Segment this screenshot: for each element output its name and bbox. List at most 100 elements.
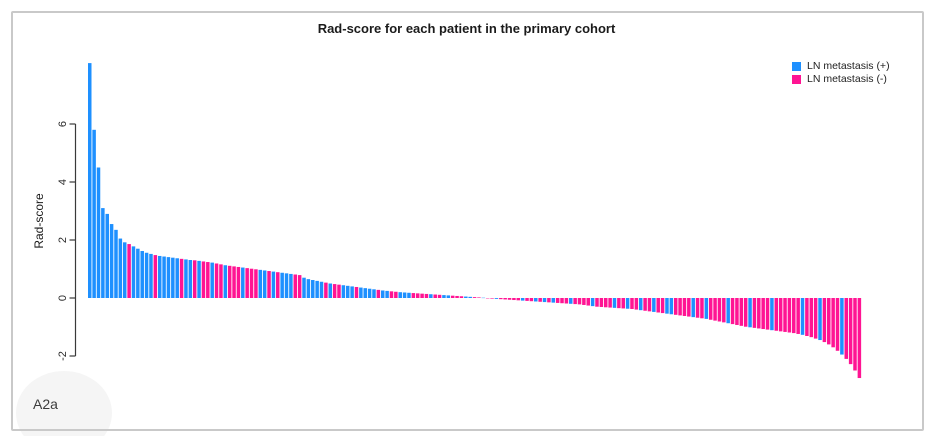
bar: [201, 261, 206, 298]
bar: [420, 293, 424, 298]
bar: [380, 290, 385, 298]
bar: [162, 256, 166, 298]
bar: [276, 272, 280, 298]
bar: [507, 298, 512, 300]
bar: [245, 268, 249, 298]
corner-highlight-blob: [16, 371, 112, 436]
bar: [192, 260, 197, 298]
bar: [542, 298, 547, 303]
bar: [818, 298, 822, 341]
bar: [306, 279, 311, 298]
bar: [652, 298, 656, 312]
bar: [415, 293, 420, 298]
legend-swatch-positive-icon: [792, 61, 801, 71]
bar: [363, 288, 367, 298]
bar: [88, 63, 92, 298]
bar: [555, 298, 560, 303]
bar: [232, 266, 236, 298]
bar: [643, 298, 647, 311]
bar: [315, 280, 319, 298]
bar: [376, 289, 381, 298]
bar: [827, 298, 831, 345]
bar: [560, 298, 564, 304]
bar: [398, 292, 402, 298]
bar: [761, 298, 765, 330]
bar: [660, 298, 665, 314]
bar: [805, 298, 809, 336]
bar: [809, 298, 814, 338]
y-axis-tick-label: 6: [57, 121, 69, 127]
bar: [595, 298, 599, 307]
bar: [341, 285, 346, 298]
legend-item-ln-positive: LN metastasis (+): [792, 60, 890, 72]
bar: [289, 273, 293, 298]
bar: [442, 295, 446, 298]
bar: [262, 270, 267, 298]
bar: [437, 294, 442, 298]
bar: [752, 298, 757, 328]
bar: [569, 298, 573, 304]
legend-swatch-negative-icon: [792, 74, 801, 84]
bar: [835, 298, 840, 351]
bar: [372, 289, 376, 298]
bar: [359, 287, 363, 298]
bar: [582, 298, 586, 305]
bar: [634, 298, 639, 310]
bar: [157, 255, 162, 298]
bar: [402, 292, 407, 298]
bar: [730, 298, 735, 325]
legend-label-positive: LN metastasis (+): [807, 60, 890, 72]
bar: [687, 298, 691, 317]
bar: [783, 298, 787, 332]
bar: [118, 238, 123, 298]
bar: [311, 280, 315, 298]
bar: [612, 298, 617, 308]
bar: [656, 298, 660, 313]
bar: [494, 298, 499, 299]
bar: [647, 298, 652, 312]
bar: [385, 290, 389, 298]
panel-label: A2a: [33, 396, 58, 412]
bar: [101, 208, 105, 298]
bar: [337, 284, 341, 298]
bar: [665, 298, 669, 314]
bar: [293, 274, 298, 298]
bar: [328, 283, 333, 298]
bar: [853, 298, 857, 371]
bar: [564, 298, 569, 304]
bar: [831, 298, 835, 348]
bar: [512, 298, 516, 301]
bar: [722, 298, 726, 323]
bar: [140, 251, 144, 298]
bar: [516, 298, 521, 301]
bar: [490, 298, 494, 299]
bar: [520, 298, 525, 301]
bar: [271, 271, 276, 298]
bar: [407, 292, 411, 298]
bar: [621, 298, 625, 309]
bar: [757, 298, 761, 329]
bar: [319, 281, 324, 298]
bar: [599, 298, 604, 307]
bar: [704, 298, 709, 319]
bar: [586, 298, 591, 306]
bar: [227, 265, 232, 298]
bar: [464, 296, 468, 298]
bar: [433, 294, 437, 298]
bar: [717, 298, 722, 322]
bar: [131, 246, 136, 298]
bar: [547, 298, 551, 303]
bar: [822, 298, 827, 343]
bar: [197, 260, 201, 298]
bar: [617, 298, 621, 309]
bar: [735, 298, 739, 325]
bar: [179, 258, 184, 298]
bar: [748, 298, 752, 328]
bar: [149, 253, 153, 298]
bar: [713, 298, 717, 321]
chart-title: Rad-score for each patient in the primar…: [317, 21, 616, 36]
bar: [638, 298, 643, 311]
bar: [770, 298, 774, 331]
